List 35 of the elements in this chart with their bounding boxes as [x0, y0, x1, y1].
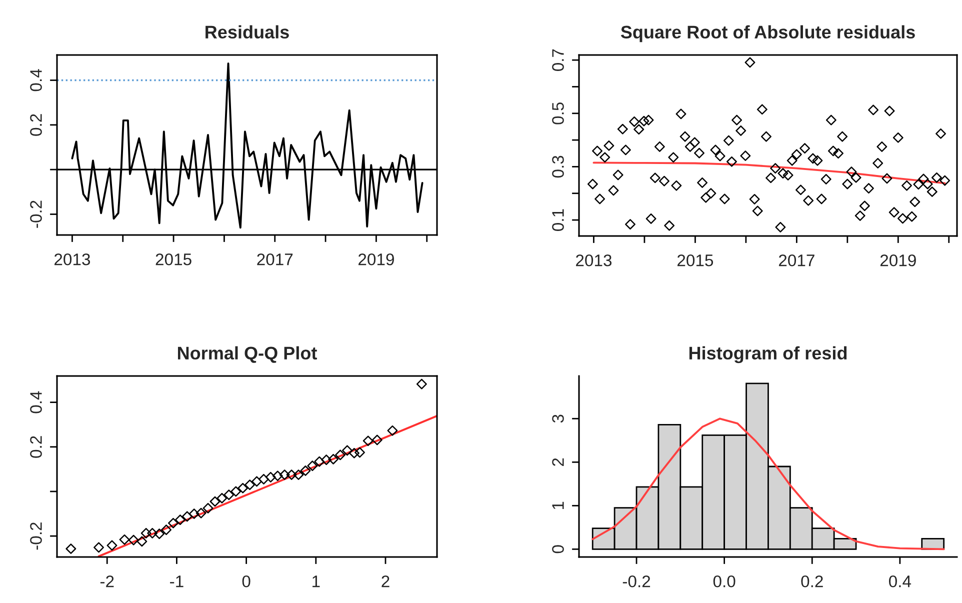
y-tick-label: 0: [552, 545, 564, 554]
y-tick-label: 0.7: [552, 49, 564, 71]
y-tick-label: -0.2: [30, 522, 42, 550]
y-tick-label: 0.2: [30, 436, 42, 458]
x-tick-label: 0.2: [801, 575, 823, 588]
x-tick-label: -2: [100, 575, 114, 588]
x-tick-label: 2019: [880, 254, 916, 266]
x-tick-label: 2019: [358, 253, 394, 266]
x-tick-label: -1: [170, 576, 184, 588]
y-tick-label: 3: [552, 414, 564, 423]
y-tick-label: 0.4: [30, 391, 42, 414]
y-tick-label: 0.5: [552, 102, 564, 124]
y-tick-label: 2: [552, 458, 564, 466]
x-tick-label: 2015: [677, 254, 714, 266]
y-tick-label: 0.3: [552, 156, 564, 178]
x-tick-label: 1: [312, 576, 320, 588]
x-tick-label: 0: [242, 575, 250, 588]
x-tick-label: -0.2: [622, 575, 650, 588]
x-tick-label: 2017: [778, 254, 814, 266]
chart-title: Square Root of Absolute residuals: [620, 25, 915, 42]
y-tick-label: 0.1: [552, 209, 564, 231]
y-tick-label: 0.4: [30, 69, 42, 92]
x-tick-label: 2013: [576, 254, 612, 266]
y-tick-label: -0.2: [30, 200, 42, 228]
x-tick-label: 2017: [257, 253, 293, 266]
x-tick-label: 2013: [54, 253, 90, 266]
x-tick-label: 0.0: [713, 575, 736, 588]
x-tick-label: 2: [382, 575, 390, 588]
chart-title: Histogram of resid: [689, 346, 847, 364]
chart-title: Residuals: [206, 25, 289, 39]
y-tick-label: 0.2: [30, 114, 42, 136]
chart-title: Normal Q-Q Plot: [178, 346, 317, 363]
x-tick-label: 0.4: [888, 575, 912, 588]
y-tick-label: 1: [552, 502, 564, 510]
x-tick-label: 2015: [156, 253, 192, 266]
